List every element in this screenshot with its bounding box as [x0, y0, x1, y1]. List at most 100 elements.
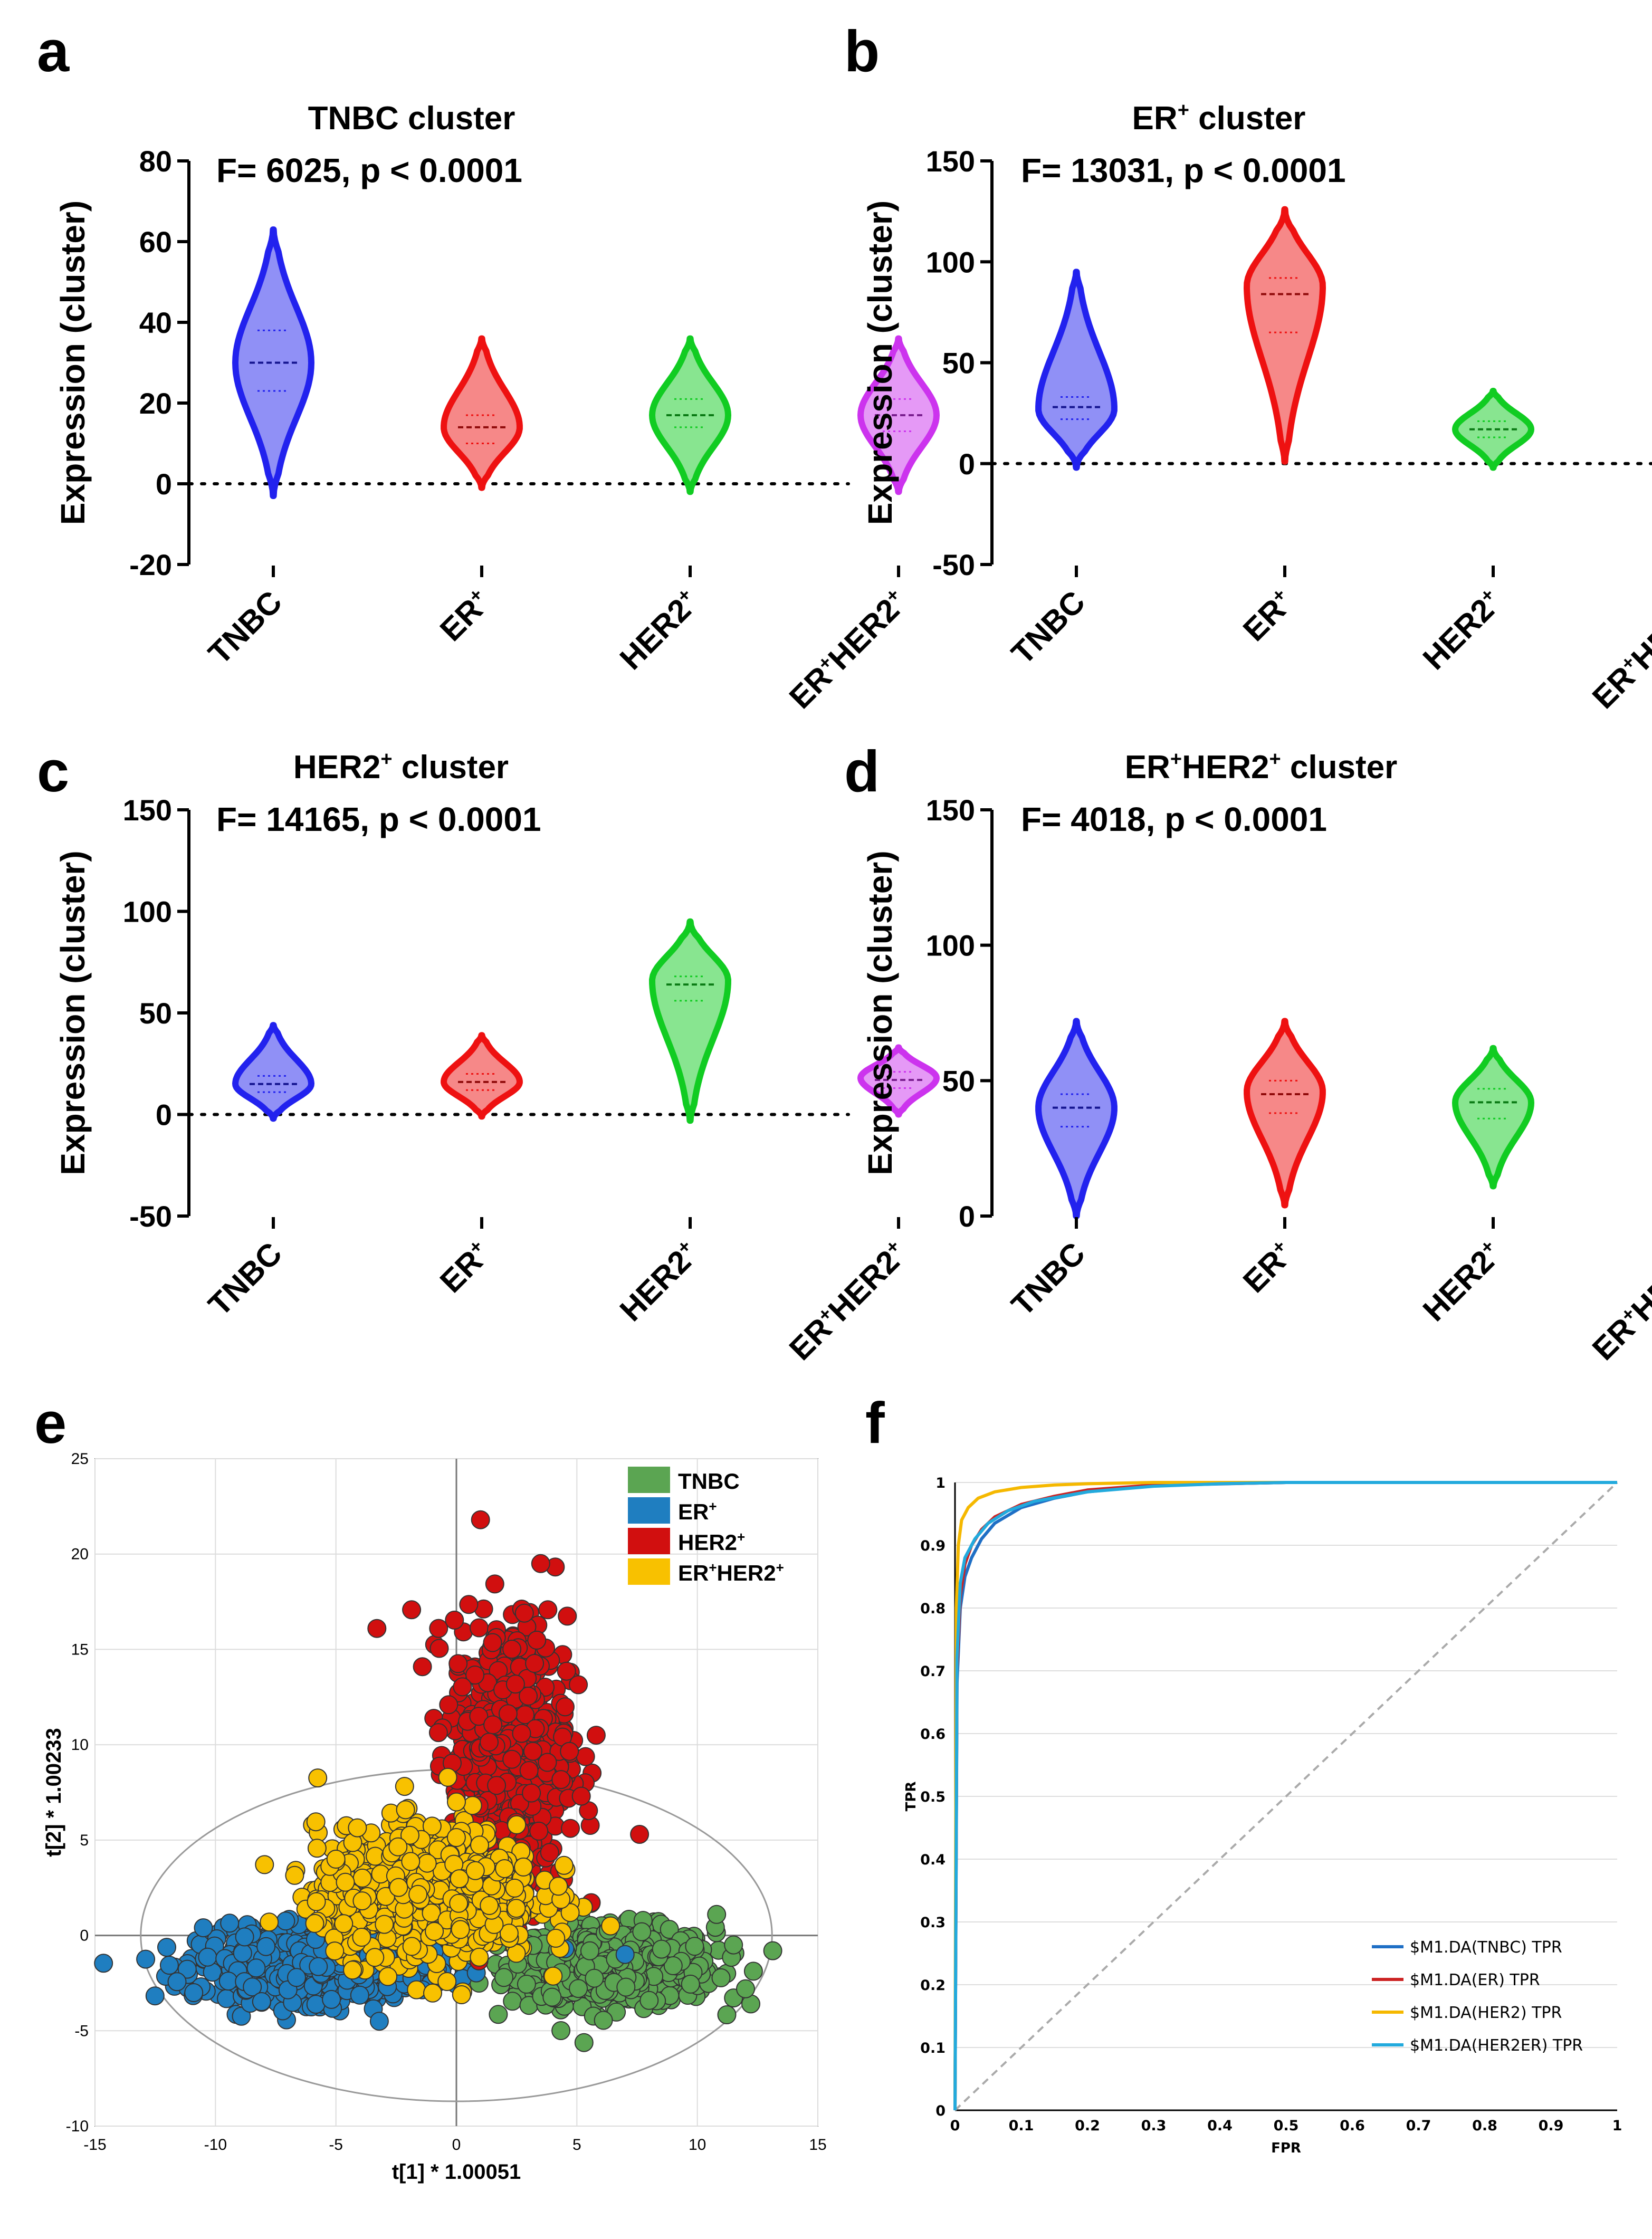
x-tick-label: 5 — [572, 2136, 581, 2154]
scatter-point — [594, 2011, 613, 2030]
scatter-point — [549, 1877, 568, 1896]
scatter-point — [428, 1723, 448, 1743]
category-text: TNBC — [202, 1236, 289, 1323]
scatter-point — [260, 1912, 279, 1932]
scatter-point — [413, 1657, 432, 1677]
scatter-point — [736, 1979, 755, 1998]
stat-text: F= 13031, p < 0.0001 — [1021, 151, 1346, 189]
chart-title-sup: + — [380, 748, 392, 770]
legend-label: $M1.DA(ER) TPR — [1410, 1971, 1540, 1989]
scatter-point — [194, 1918, 213, 1938]
violin-er — [441, 1032, 523, 1120]
scatter-point — [305, 1913, 324, 1933]
scatter-point — [422, 1903, 441, 1923]
y-axis-label: Expression (cluster) — [54, 850, 92, 1175]
scatter-point — [348, 1818, 367, 1838]
scatter-point — [639, 1991, 659, 2010]
scatter-point — [159, 1956, 179, 1975]
scatter-point — [465, 1666, 485, 1685]
y-tick-label: 100 — [123, 895, 172, 929]
scatter-point — [307, 1839, 327, 1858]
violin-tnbc — [1035, 1018, 1118, 1219]
x-tick-label: 0.7 — [1406, 2118, 1431, 2134]
scatter-point — [388, 1837, 408, 1857]
x-tick-label: 15 — [809, 2136, 826, 2154]
scatter-point — [540, 1843, 559, 1862]
chart-title-sup2: + — [1269, 748, 1281, 770]
y-tick-label: 100 — [926, 245, 975, 279]
scatter-point — [325, 1941, 345, 1961]
scatter-point — [522, 1783, 541, 1803]
x-tick-label: -5 — [329, 2136, 343, 2154]
chart-title-sup: + — [1170, 748, 1182, 770]
y-axis-label: t[2] * 1.00233 — [42, 1728, 65, 1857]
scatter-point — [480, 1733, 499, 1752]
scatter-point — [763, 1941, 782, 1960]
y-tick-label: 50 — [139, 997, 172, 1030]
y-tick-label: 0.4 — [920, 1852, 946, 1868]
scatter-point — [542, 1987, 562, 2007]
y-tick-label: 0.8 — [920, 1601, 946, 1617]
scatter-point — [365, 1948, 385, 1967]
y-tick-label: -20 — [129, 548, 172, 581]
chart-title-text: HER2 — [293, 749, 380, 786]
y-tick-label: 0.7 — [920, 1663, 946, 1680]
scatter-point — [586, 1726, 606, 1745]
scatter-point — [448, 1654, 468, 1673]
scatter-point — [322, 1989, 341, 2009]
scatter-point — [503, 1992, 522, 2011]
scatter-point — [551, 2021, 571, 2040]
scatter-point — [527, 1630, 547, 1650]
scatter-point — [580, 1941, 599, 1960]
scatter-point — [560, 1742, 579, 1761]
chart-title-text: ER — [1132, 100, 1178, 137]
legend-text: TNBC — [678, 1469, 740, 1494]
scatter-point — [499, 1924, 519, 1943]
scatter-point — [218, 1972, 238, 1991]
scatter-point — [652, 1939, 671, 1959]
violin-panel-her2: HER2+ cluster F= 14165, p < 0.0001 150 100 5… — [54, 748, 940, 1367]
y-tick-label: 10 — [71, 1736, 89, 1754]
violin-her2 — [649, 918, 731, 1124]
x-tick-label: 0.9 — [1539, 2118, 1564, 2134]
legend-sup: + — [709, 1498, 717, 1514]
scatter-point — [429, 1619, 448, 1638]
scatter-point — [352, 1891, 372, 1911]
scatter-point — [389, 1878, 408, 1897]
violin-tnbc — [232, 226, 314, 499]
scatter-point — [343, 1960, 362, 1980]
scatter-point — [367, 1619, 387, 1638]
violin-tnbc — [232, 1022, 314, 1122]
x-category-label: HER2+ — [613, 583, 705, 676]
x-tick-label: 0.4 — [1207, 2118, 1233, 2134]
x-category-label: TNBC — [202, 1236, 289, 1323]
y-tick-label: 25 — [71, 1450, 89, 1468]
scatter-point — [352, 1928, 371, 1947]
violin-erher2 — [857, 335, 940, 495]
scatter-point — [243, 1977, 262, 1997]
chart-title-mid: HER2 — [1182, 749, 1269, 786]
y-tick-label: 15 — [71, 1641, 89, 1658]
category-text: TNBC — [202, 584, 289, 671]
scatter-point — [400, 1825, 419, 1845]
scatter-point — [556, 1697, 575, 1717]
scatter-point — [507, 1899, 526, 1918]
legend-label: ER+ — [678, 1498, 717, 1524]
scatter-point — [352, 1868, 372, 1888]
scatter-point — [707, 1905, 727, 1924]
legend-label: $M1.DA(TNBC) TPR — [1410, 1938, 1562, 1957]
y-tick-label: -50 — [129, 1200, 172, 1233]
legend-swatch — [628, 1558, 670, 1585]
x-category-label: HER2+ — [613, 1235, 705, 1328]
legend-label: $M1.DA(HER2ER) TPR — [1410, 2036, 1583, 2055]
y-tick-label: 0.2 — [920, 1977, 946, 1994]
x-category-label: ER+HER2+ — [1585, 1235, 1652, 1367]
scatter-point — [554, 1855, 574, 1875]
x-category-label: HER2+ — [1416, 1235, 1508, 1328]
legend-label: $M1.DA(HER2) TPR — [1410, 2004, 1562, 2022]
x-tick-label: -10 — [204, 2136, 227, 2154]
chart-title-rest: cluster — [1189, 100, 1306, 137]
scatter-point — [470, 1618, 489, 1638]
panel-label-a: a — [37, 19, 70, 84]
